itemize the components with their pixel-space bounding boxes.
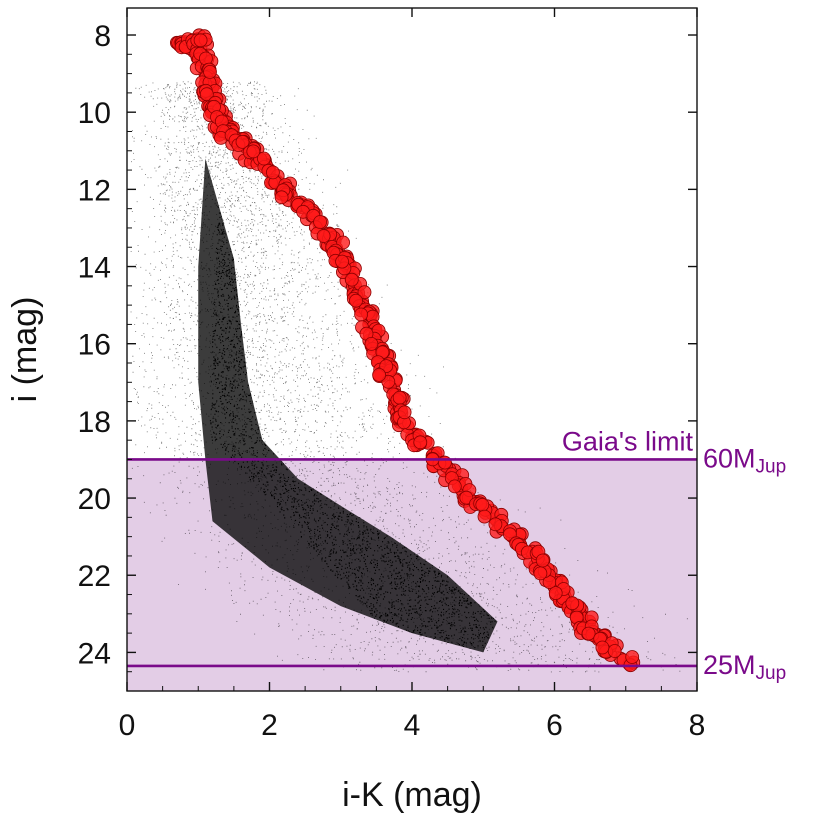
y-tick-label: 18 bbox=[78, 406, 111, 439]
data-point bbox=[397, 405, 412, 420]
limit-lines bbox=[127, 458, 697, 668]
y-tick-label: 24 bbox=[78, 637, 111, 670]
y-tick-label: 20 bbox=[78, 483, 111, 516]
data-point bbox=[313, 215, 328, 229]
data-point bbox=[354, 307, 369, 322]
x-tick-label: 8 bbox=[689, 709, 706, 742]
y-axis-title: i (mag) bbox=[6, 297, 44, 403]
x-tick-label: 4 bbox=[404, 709, 421, 742]
data-point bbox=[335, 254, 350, 269]
field-population-core bbox=[198, 158, 498, 653]
highlight-points bbox=[169, 28, 641, 673]
x-axis-title: i-K (mag) bbox=[342, 776, 482, 814]
data-point bbox=[477, 509, 492, 524]
y-tick-label: 22 bbox=[78, 560, 111, 593]
y-tick-label: 10 bbox=[78, 97, 111, 130]
data-point bbox=[581, 626, 596, 641]
plot-area bbox=[126, 7, 698, 692]
data-point bbox=[459, 490, 474, 505]
data-point bbox=[533, 566, 548, 581]
data-point bbox=[413, 435, 428, 450]
data-point bbox=[437, 455, 452, 470]
x-tick-label: 0 bbox=[119, 709, 136, 742]
data-point bbox=[203, 65, 217, 79]
data-point bbox=[235, 134, 250, 149]
data-point bbox=[316, 229, 331, 243]
hline-label-60mjup-main: 60M bbox=[703, 443, 756, 473]
y-tick-label: 8 bbox=[94, 20, 111, 53]
data-point bbox=[256, 151, 271, 166]
x-tick-label: 2 bbox=[261, 709, 278, 742]
axis-ticks bbox=[126, 8, 698, 692]
data-point bbox=[364, 336, 379, 351]
data-point bbox=[447, 479, 462, 494]
data-point bbox=[193, 33, 208, 48]
hline-label-25mjup-main: 25M bbox=[703, 650, 756, 680]
data-point bbox=[357, 285, 372, 300]
hline-label-25mjup: 25MJup bbox=[703, 650, 786, 684]
data-point bbox=[565, 596, 580, 611]
data-point bbox=[199, 87, 214, 102]
data-point bbox=[392, 390, 407, 405]
data-point bbox=[381, 374, 396, 389]
data-point bbox=[625, 650, 640, 664]
data-point bbox=[274, 190, 289, 205]
hline-label-25mjup-sub: Jup bbox=[756, 663, 787, 684]
data-point bbox=[475, 497, 490, 512]
data-point bbox=[349, 293, 363, 308]
data-point bbox=[246, 144, 261, 159]
y-tick-label: 12 bbox=[78, 174, 111, 207]
data-point bbox=[607, 644, 622, 658]
data-point bbox=[265, 165, 280, 180]
data-point bbox=[344, 272, 359, 287]
y-tick-label: 16 bbox=[78, 329, 111, 362]
data-point bbox=[548, 586, 563, 600]
data-point bbox=[372, 367, 387, 382]
data-point bbox=[595, 640, 610, 655]
y-tick-label: 14 bbox=[78, 252, 111, 285]
data-point bbox=[488, 517, 503, 532]
hline-label-60mjup-sub: Jup bbox=[756, 456, 787, 477]
gaia-limit-annotation: Gaia's limit bbox=[562, 426, 694, 456]
hline-label-60mjup: 60MJup bbox=[703, 443, 786, 477]
x-tick-label: 6 bbox=[546, 709, 563, 742]
data-point bbox=[535, 553, 550, 568]
